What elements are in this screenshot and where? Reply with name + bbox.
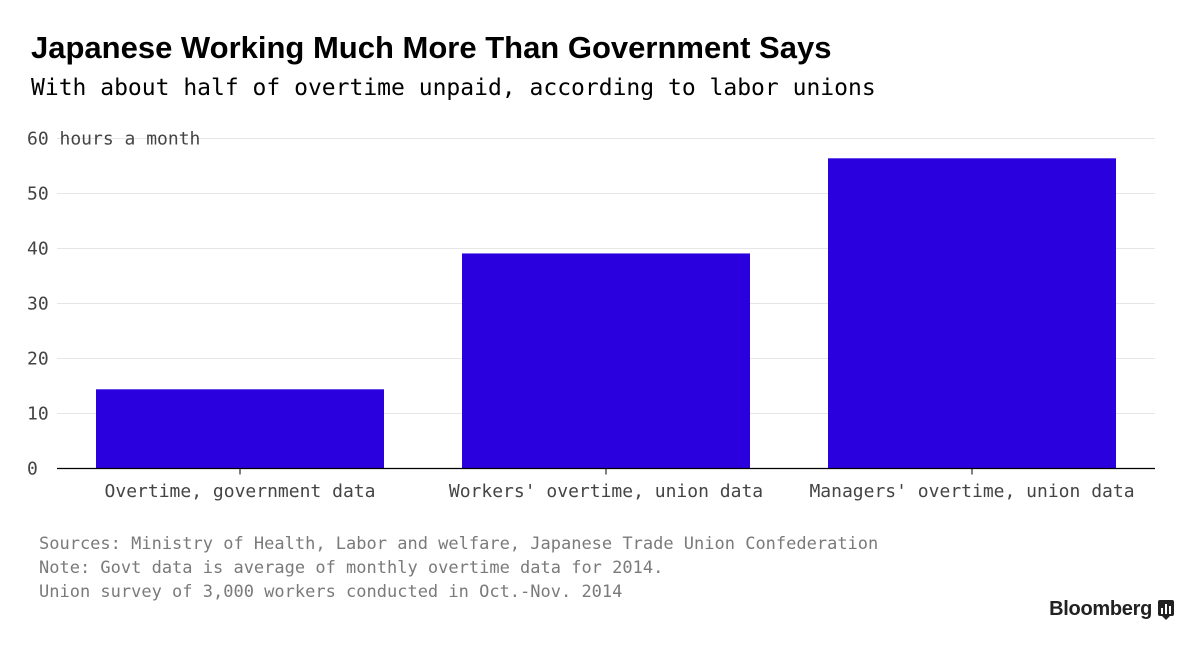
bar <box>96 389 384 469</box>
bars <box>96 158 1116 469</box>
x-tick-label: Managers' overtime, union data <box>809 481 1134 502</box>
chart-notes: Sources: Ministry of Health, Labor and w… <box>39 532 878 604</box>
bar-chart: Overtime, government data Workers' overti… <box>27 129 1155 502</box>
y-axis-unit-label: 60 hours a month <box>27 129 200 150</box>
y-tick-label: 20 <box>27 349 49 370</box>
x-tick-label: Overtime, government data <box>105 481 376 502</box>
y-tick-label: 50 <box>27 184 49 205</box>
chart-title: Japanese Working Much More Than Governme… <box>31 30 832 65</box>
sources-note: Sources: Ministry of Health, Labor and w… <box>39 534 879 554</box>
survey-note: Union survey of 3,000 workers conducted … <box>39 582 623 602</box>
bar <box>828 158 1116 469</box>
y-tick-label: 40 <box>27 239 49 260</box>
chart-subtitle: With about half of overtime unpaid, acco… <box>31 75 876 101</box>
bloomberg-brand: Bloomberg <box>1049 598 1174 621</box>
y-tick-label: 0 <box>27 459 38 480</box>
y-tick-label: 10 <box>27 404 49 425</box>
brand-name: Bloomberg <box>1049 598 1152 620</box>
x-axis-ticks: Overtime, government data Workers' overti… <box>105 468 1135 502</box>
y-tick-label: 30 <box>27 294 49 315</box>
y-axis-ticks: 0 10 20 30 40 50 60 hours a month <box>27 129 200 480</box>
bloomberg-chart-icon <box>1158 599 1174 620</box>
x-tick-label: Workers' overtime, union data <box>449 481 763 502</box>
govt-data-note: Note: Govt data is average of monthly ov… <box>39 558 664 578</box>
bar <box>462 253 750 469</box>
